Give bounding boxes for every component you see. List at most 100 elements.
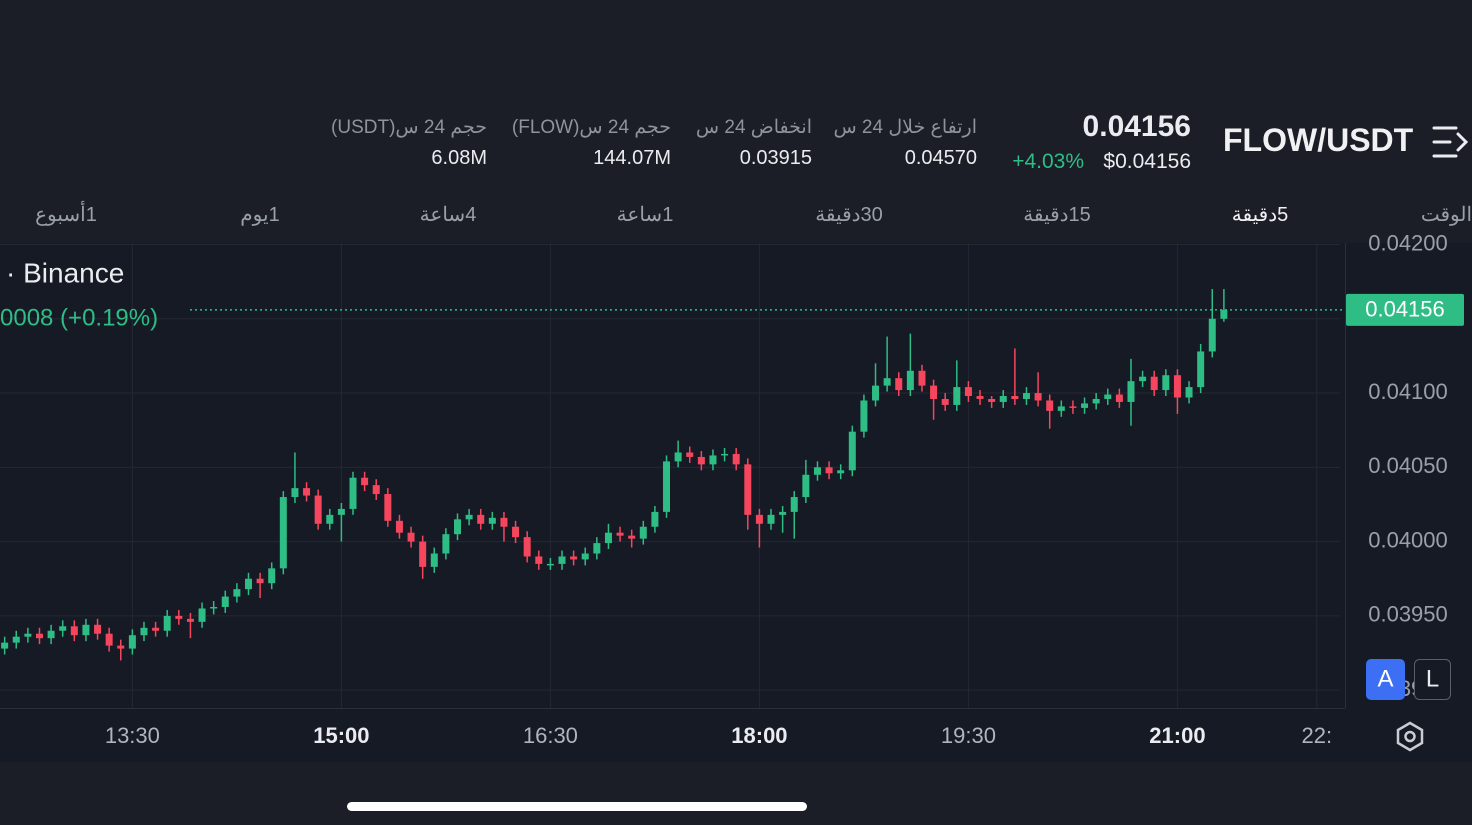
- interval-tab[interactable]: 4ساعة: [419, 204, 477, 226]
- candle-body: [918, 370, 926, 386]
- candle-body: [1057, 406, 1065, 411]
- candle-body: [163, 615, 171, 631]
- candle-body: [570, 556, 578, 560]
- x-tick-label: 21:00: [1149, 723, 1205, 748]
- candle-body: [349, 477, 357, 509]
- candle-body: [500, 517, 508, 527]
- candle-body: [906, 370, 914, 391]
- candle-body: [372, 485, 380, 495]
- interval-tab[interactable]: 1أسبوع: [35, 204, 97, 226]
- pair-name[interactable]: FLOW/USDT: [1223, 122, 1414, 158]
- candle-body: [686, 452, 694, 457]
- x-tick-label: 15:00: [313, 723, 369, 748]
- candle-body: [872, 385, 880, 401]
- candle-body: [663, 461, 671, 512]
- candle-body: [593, 543, 601, 554]
- auto-scale-button[interactable]: [1366, 659, 1405, 700]
- candle-body: [1022, 393, 1030, 399]
- candle-body: [303, 488, 311, 496]
- candle-body: [47, 630, 55, 639]
- candle-body: [895, 378, 903, 391]
- candle-body: [1092, 398, 1100, 404]
- candle-body: [999, 396, 1007, 402]
- x-tick-label: 18:00: [731, 723, 787, 748]
- candle-body: [883, 378, 891, 386]
- candle-body: [628, 535, 636, 539]
- price-change: +4.03%: [1012, 150, 1084, 173]
- candle-body: [488, 517, 496, 524]
- candle-body: [244, 578, 252, 590]
- candle-body: [1139, 376, 1147, 382]
- candle-body: [1127, 381, 1135, 402]
- candle-body: [70, 626, 78, 636]
- candle-body: [581, 553, 589, 560]
- candle-body: [639, 526, 647, 539]
- candle-body: [140, 627, 148, 636]
- candle-body: [186, 618, 194, 622]
- auto-scale-label[interactable]: A: [1377, 665, 1393, 692]
- candle-body: [361, 477, 369, 486]
- candle-body: [802, 474, 810, 498]
- candle-body: [523, 537, 531, 557]
- stat-label: انخفاض 24 س: [695, 117, 812, 138]
- candle-body: [210, 606, 218, 609]
- candle-body: [105, 633, 113, 646]
- candle-body: [279, 497, 287, 569]
- candle-body: [454, 519, 462, 535]
- candle-body: [314, 495, 322, 524]
- candle-body: [233, 589, 241, 597]
- candle-body: [837, 470, 845, 474]
- candle-body: [1034, 393, 1042, 401]
- interval-tab[interactable]: 1ساعة: [616, 204, 674, 226]
- candle-body: [24, 633, 32, 637]
- candle-body: [1104, 394, 1112, 399]
- candle-body: [976, 396, 984, 399]
- price-usd: $0.04156: [1103, 150, 1191, 173]
- candle-body: [128, 635, 136, 649]
- candle-body: [1185, 387, 1193, 398]
- candle-body: [407, 532, 415, 542]
- settings-icon[interactable]: [1396, 721, 1424, 752]
- candle-body: [709, 455, 717, 465]
- candle-body: [1162, 375, 1170, 391]
- candle-body: [1081, 403, 1089, 408]
- interval-tab[interactable]: 15دقيقة: [1023, 204, 1091, 226]
- menu-icon[interactable]: [1432, 126, 1469, 158]
- candle-body: [744, 464, 752, 515]
- interval-tab[interactable]: الوقت: [1420, 204, 1472, 226]
- log-scale-label[interactable]: L: [1426, 665, 1439, 692]
- candle-body: [825, 467, 833, 474]
- menu-arrow: [1456, 132, 1469, 152]
- candle-body: [604, 532, 612, 544]
- candle-body: [82, 624, 90, 636]
- candle-body: [767, 514, 775, 524]
- interval-tab[interactable]: 1يوم: [240, 204, 280, 226]
- candle-body: [442, 534, 450, 554]
- candle-body: [256, 578, 264, 584]
- candle-body: [732, 453, 740, 465]
- candle-body: [1173, 375, 1181, 398]
- candle-body: [221, 596, 229, 607]
- candles: [1, 289, 1228, 661]
- legend-source: · Binance: [6, 257, 124, 288]
- candle-body: [512, 526, 520, 538]
- candle-body: [1, 642, 9, 649]
- log-scale-button[interactable]: [1414, 659, 1451, 700]
- candle-body: [175, 615, 183, 619]
- candle-body: [12, 636, 20, 643]
- y-tick-label: 0.04000: [1368, 527, 1448, 552]
- candle-body: [465, 514, 473, 520]
- candle-body: [988, 398, 996, 402]
- last-price-label: 0.04156: [1365, 297, 1445, 322]
- candle-body: [1046, 400, 1054, 411]
- x-tick-label: 22:: [1301, 723, 1332, 748]
- settings-icon-center: [1404, 730, 1416, 743]
- candle-body: [337, 508, 345, 515]
- stat-label: ارتفاع خلال 24 س: [833, 117, 977, 138]
- interval-tab[interactable]: 30دقيقة: [815, 204, 883, 226]
- y-tick-label: 0.04050: [1368, 453, 1448, 478]
- candle-body: [291, 488, 299, 498]
- candle-body: [35, 633, 43, 639]
- interval-tab-active[interactable]: 5دقيقة: [1231, 204, 1289, 226]
- stat-value: 144.07M: [593, 147, 671, 169]
